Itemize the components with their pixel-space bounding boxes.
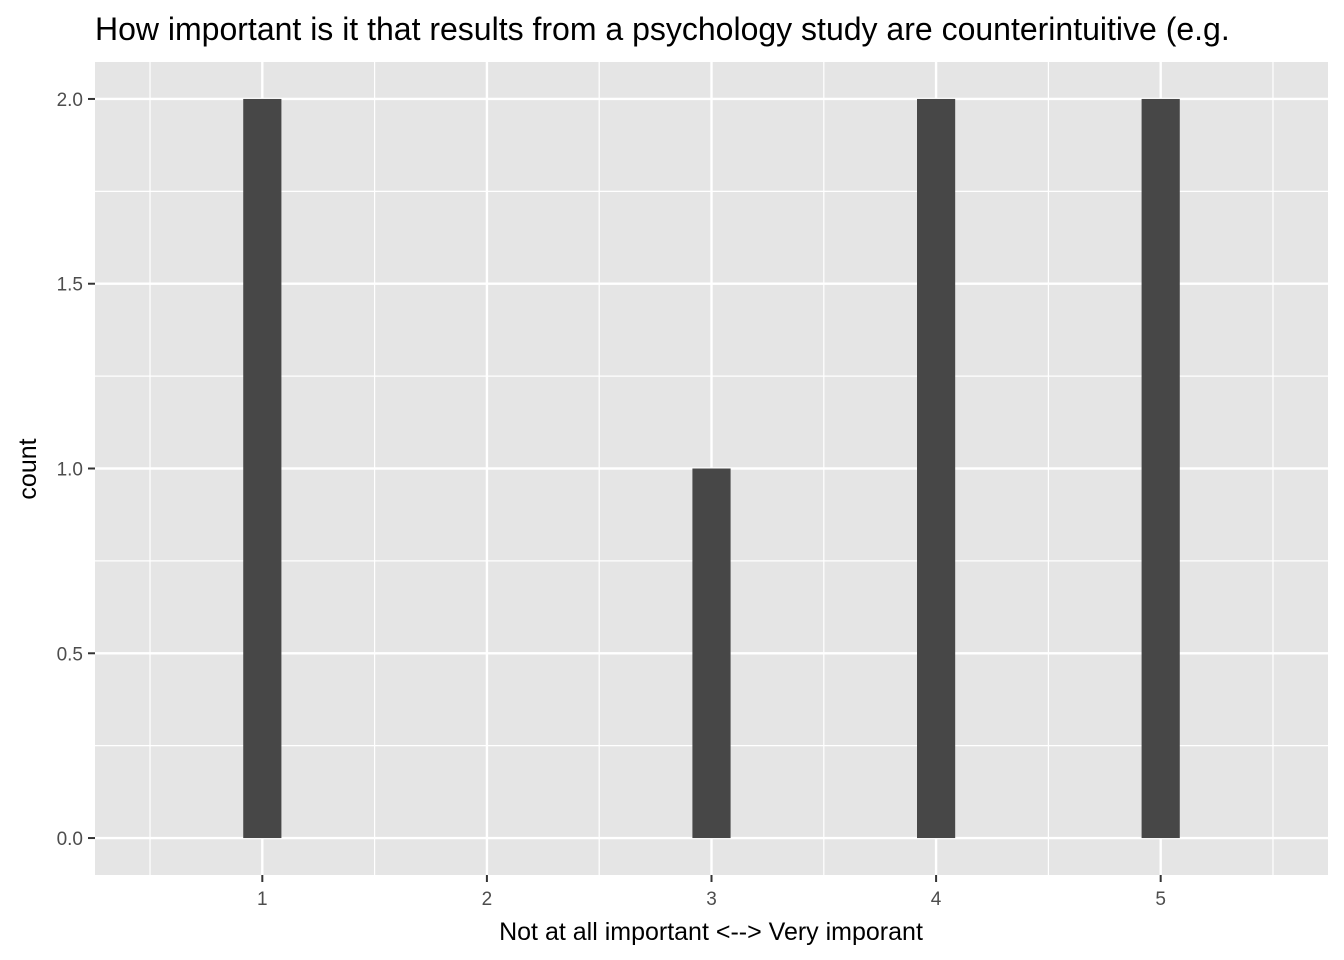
bar	[243, 98, 282, 839]
x-axis-ticks: 1 2 3 4 5	[257, 875, 1166, 910]
x-tick-label: 3	[706, 889, 717, 910]
bar	[1141, 98, 1180, 839]
x-tick-label: 4	[931, 889, 942, 910]
y-tick-label: 1.5	[57, 275, 83, 296]
y-tick-label: 0.5	[57, 644, 83, 665]
bar	[917, 98, 956, 839]
y-tick-label: 2.0	[57, 90, 83, 111]
chart-title: How important is it that results from a …	[95, 11, 1230, 47]
bar	[692, 468, 731, 839]
y-tick-label: 1.0	[57, 460, 83, 481]
y-axis-title: count	[14, 438, 42, 499]
x-tick-label: 5	[1155, 889, 1166, 910]
bars	[243, 98, 1180, 839]
y-tick-label: 0.0	[57, 829, 83, 850]
y-axis-ticks: 0.0 0.5 1.0 1.5 2.0	[57, 90, 95, 850]
x-axis-title: Not at all important <--> Very imporant	[499, 918, 923, 946]
x-tick-label: 1	[257, 889, 268, 910]
x-tick-label: 2	[482, 889, 493, 910]
